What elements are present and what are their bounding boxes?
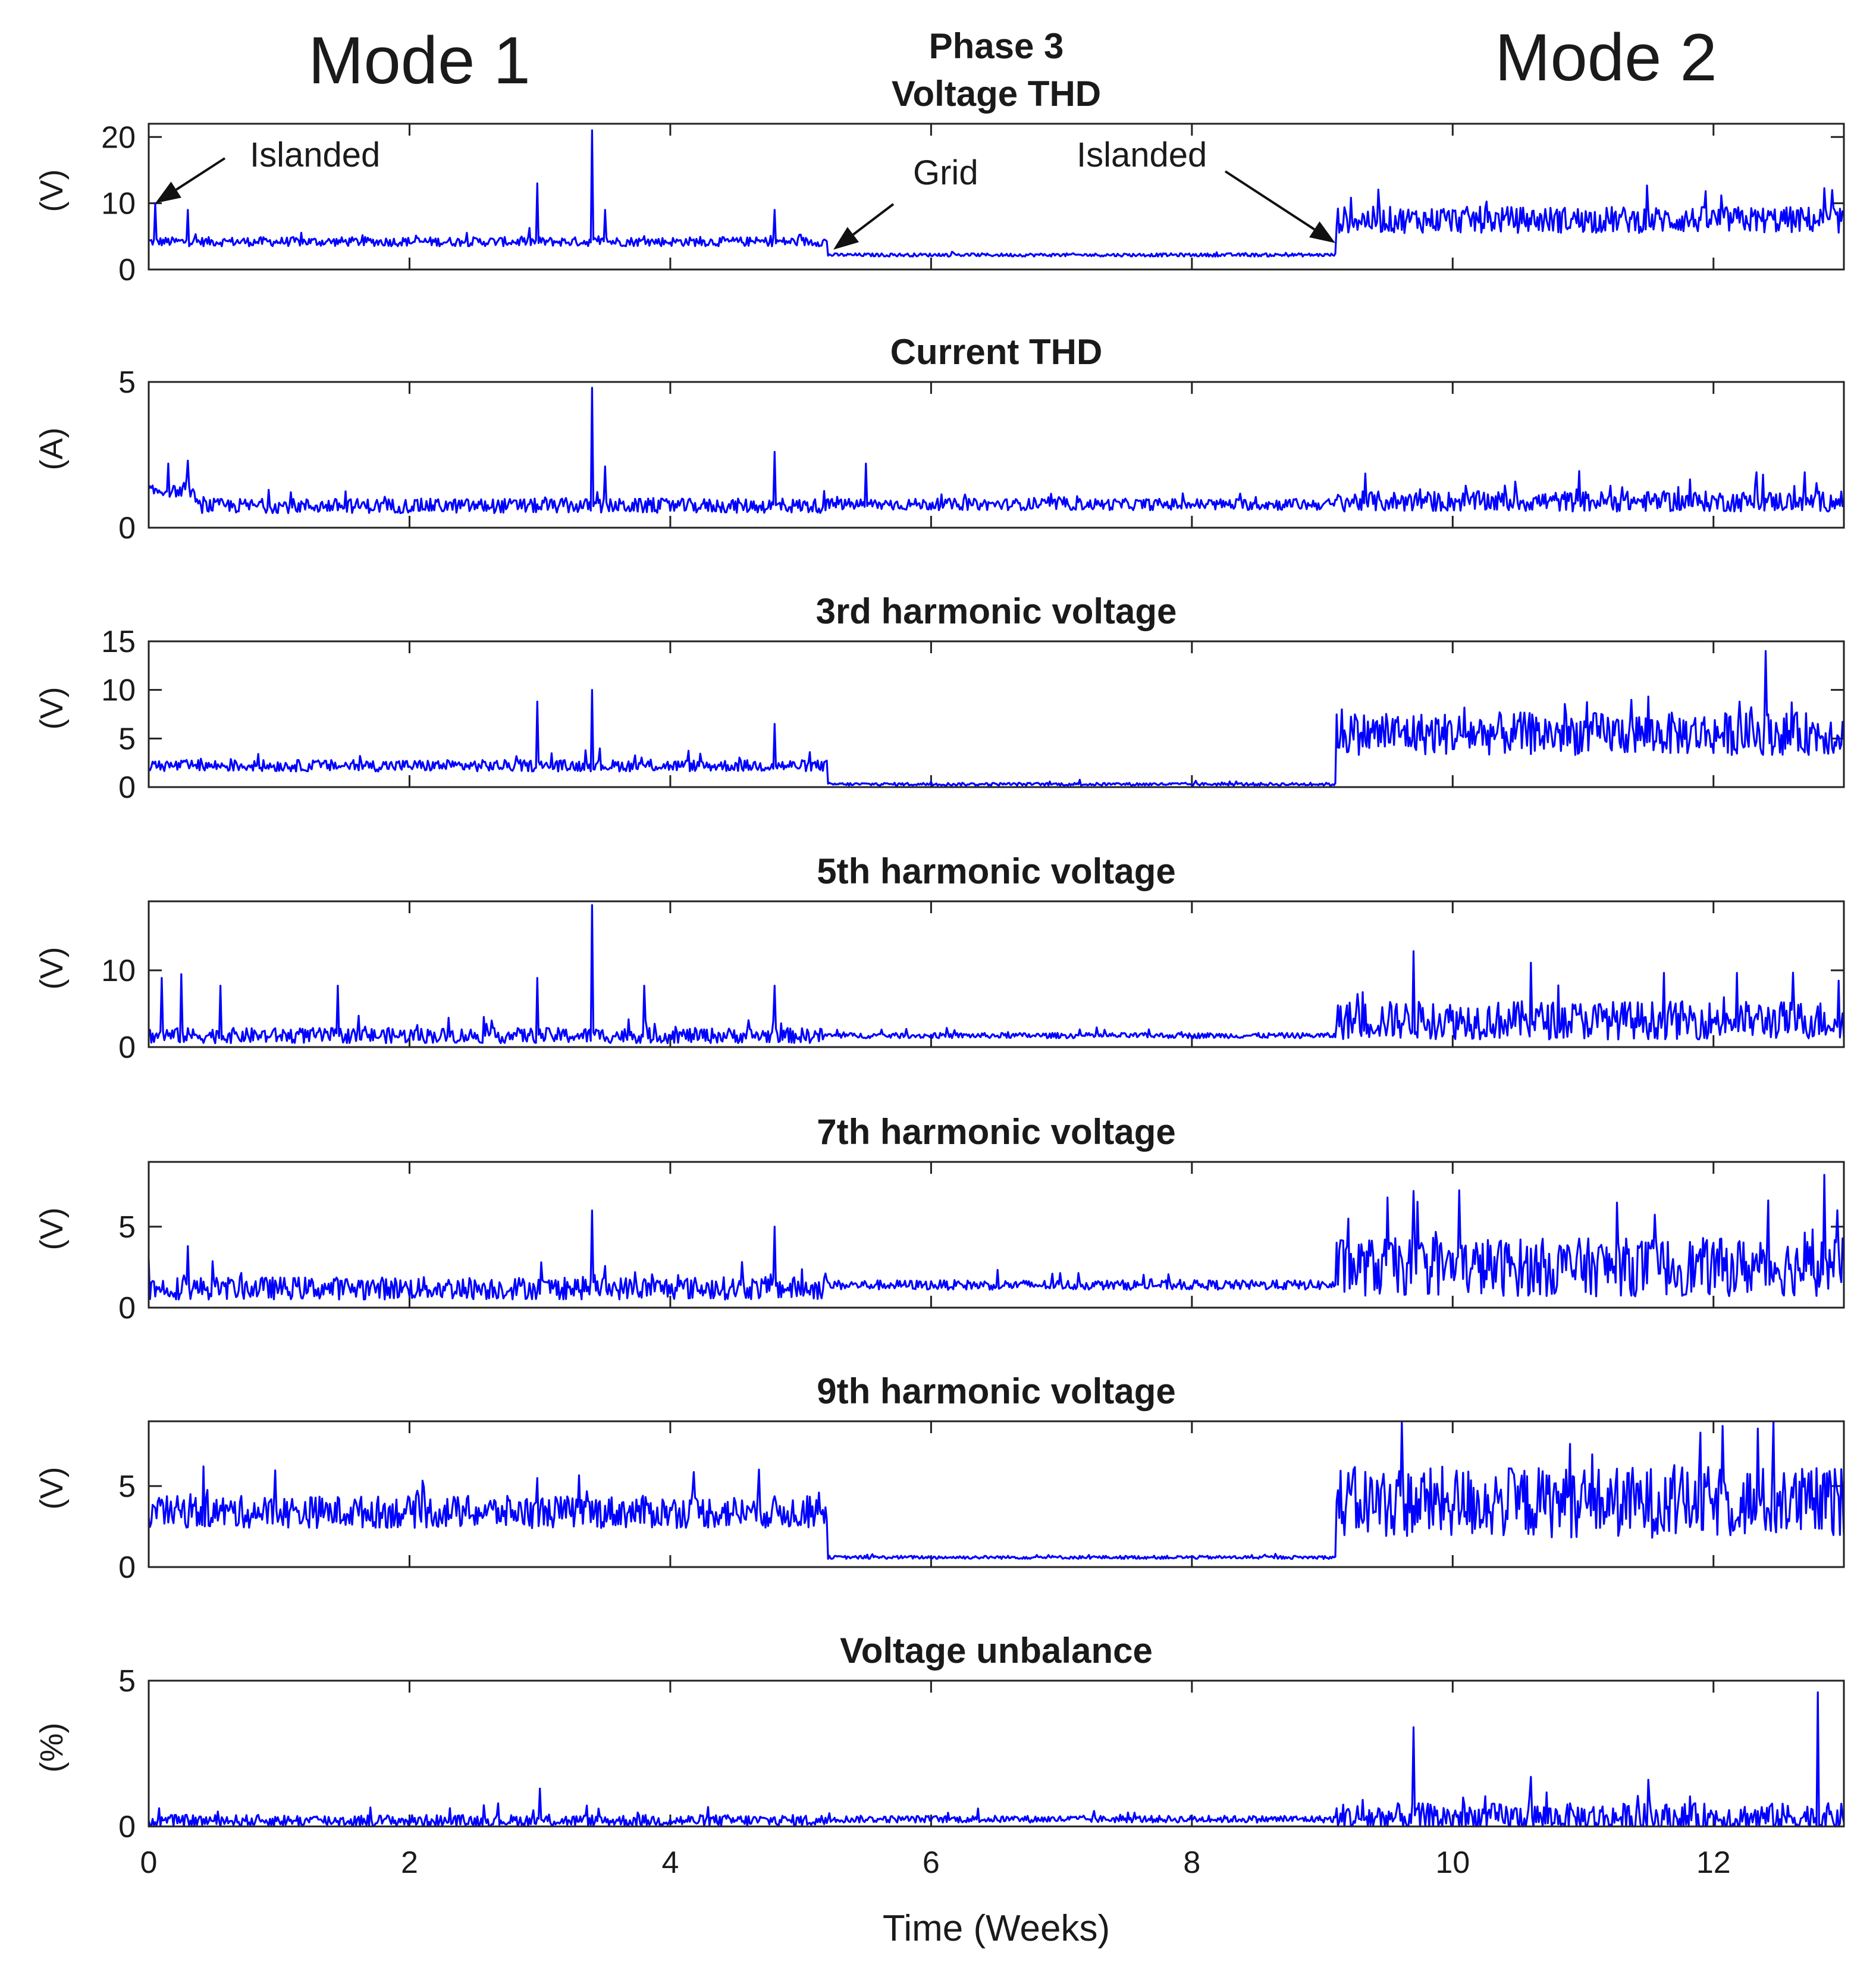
annotation-arrow bbox=[1224, 170, 1315, 231]
panel-title: 3rd harmonic voltage bbox=[816, 591, 1177, 631]
y-tick-label: 5 bbox=[118, 1664, 136, 1699]
axes-frame bbox=[148, 1420, 1845, 1568]
y-tick-label: 0 bbox=[118, 770, 136, 805]
y-tick-label: 0 bbox=[118, 1030, 136, 1065]
panel-2: Current THD (A) 0 5 bbox=[34, 332, 1845, 546]
y-axis-label: (V) bbox=[34, 687, 70, 730]
annotation-arrowhead bbox=[1309, 221, 1335, 243]
series-line-1 bbox=[148, 1174, 1845, 1301]
y-tick-label: 0 bbox=[118, 1810, 136, 1844]
x-tick-label: 6 bbox=[923, 1845, 940, 1880]
panel-subtitle: Voltage THD bbox=[892, 74, 1101, 114]
y-tick-label: 15 bbox=[101, 625, 136, 659]
y-axis-label: (V) bbox=[34, 170, 70, 212]
panel-title: Current THD bbox=[890, 332, 1103, 372]
x-tick-label: 2 bbox=[401, 1845, 418, 1880]
x-tick-label: 10 bbox=[1435, 1845, 1470, 1880]
annotation-arrowhead bbox=[833, 227, 859, 250]
y-tick-label: 5 bbox=[118, 722, 136, 756]
panel-5: 7th harmonic voltage (V) 0 5 bbox=[34, 1112, 1845, 1326]
annotation-arrow bbox=[852, 203, 895, 236]
axes-frame bbox=[148, 1161, 1845, 1309]
series-line-1 bbox=[148, 650, 1845, 787]
annotation-label: Islanded bbox=[250, 136, 380, 174]
annotation-label: Islanded bbox=[1077, 136, 1207, 174]
panel-title: 7th harmonic voltage bbox=[817, 1112, 1175, 1152]
y-tick-label: 0 bbox=[118, 253, 136, 287]
y-tick-label: 0 bbox=[118, 1550, 136, 1585]
panel-6: 9th harmonic voltage (V) 0 5 bbox=[34, 1371, 1845, 1585]
panel-3: 3rd harmonic voltage (V) 0 5 10 15 bbox=[34, 591, 1845, 805]
y-axis-label: (%) bbox=[34, 1723, 70, 1773]
series-line-1 bbox=[148, 904, 1845, 1045]
x-tick-label: 8 bbox=[1183, 1845, 1200, 1880]
annotation-arrowhead bbox=[155, 181, 181, 203]
y-tick-label: 0 bbox=[118, 511, 136, 546]
panel-1: Phase 3 Voltage THD (V) 0 10 20 bbox=[34, 26, 1845, 287]
y-tick-label: 5 bbox=[118, 1210, 136, 1245]
panel-title: Voltage unbalance bbox=[840, 1631, 1153, 1671]
y-axis-label: (A) bbox=[34, 428, 70, 471]
y-tick-label: 20 bbox=[101, 120, 136, 155]
panel-4: 5th harmonic voltage (V) 0 10 bbox=[34, 851, 1845, 1065]
y-tick-label: 10 bbox=[101, 673, 136, 708]
axes-frame bbox=[148, 123, 1845, 271]
panel-7: Voltage unbalance (%) 0 5 0 2 4 6 8 10 12 bbox=[34, 1631, 1845, 1880]
y-tick-label: 5 bbox=[118, 365, 136, 400]
annotation-arrow bbox=[175, 157, 226, 191]
series-line-1 bbox=[148, 387, 1844, 515]
series-line-1 bbox=[148, 1691, 1845, 1828]
x-axis-label: Time (Weeks) bbox=[883, 1908, 1110, 1949]
y-axis-label: (V) bbox=[34, 947, 70, 990]
y-tick-label: 0 bbox=[118, 1291, 136, 1326]
mode-right-label: Mode 2 bbox=[1495, 20, 1717, 95]
y-axis-label: (V) bbox=[34, 1467, 70, 1510]
axes-frame bbox=[148, 900, 1845, 1048]
x-tick-label: 0 bbox=[140, 1845, 158, 1880]
axes-frame bbox=[148, 381, 1845, 529]
panel-title: 5th harmonic voltage bbox=[817, 851, 1175, 891]
y-axis-label: (V) bbox=[34, 1208, 70, 1251]
panel-title: 9th harmonic voltage bbox=[817, 1371, 1175, 1411]
annotation-label: Grid bbox=[913, 153, 978, 192]
y-tick-label: 5 bbox=[118, 1469, 136, 1504]
axes-frame bbox=[148, 1679, 1845, 1828]
annotations: Islanded Grid Islanded bbox=[155, 136, 1335, 250]
series-line-1 bbox=[148, 1420, 1845, 1560]
x-tick-label: 4 bbox=[661, 1845, 679, 1880]
y-tick-label: 10 bbox=[101, 954, 136, 988]
series-line-1 bbox=[148, 129, 1845, 258]
x-tick-label: 12 bbox=[1696, 1845, 1731, 1880]
axes-frame bbox=[148, 640, 1845, 788]
y-tick-label: 10 bbox=[101, 187, 136, 221]
panel-title: Phase 3 bbox=[929, 26, 1064, 66]
mode-left-label: Mode 1 bbox=[308, 23, 531, 98]
